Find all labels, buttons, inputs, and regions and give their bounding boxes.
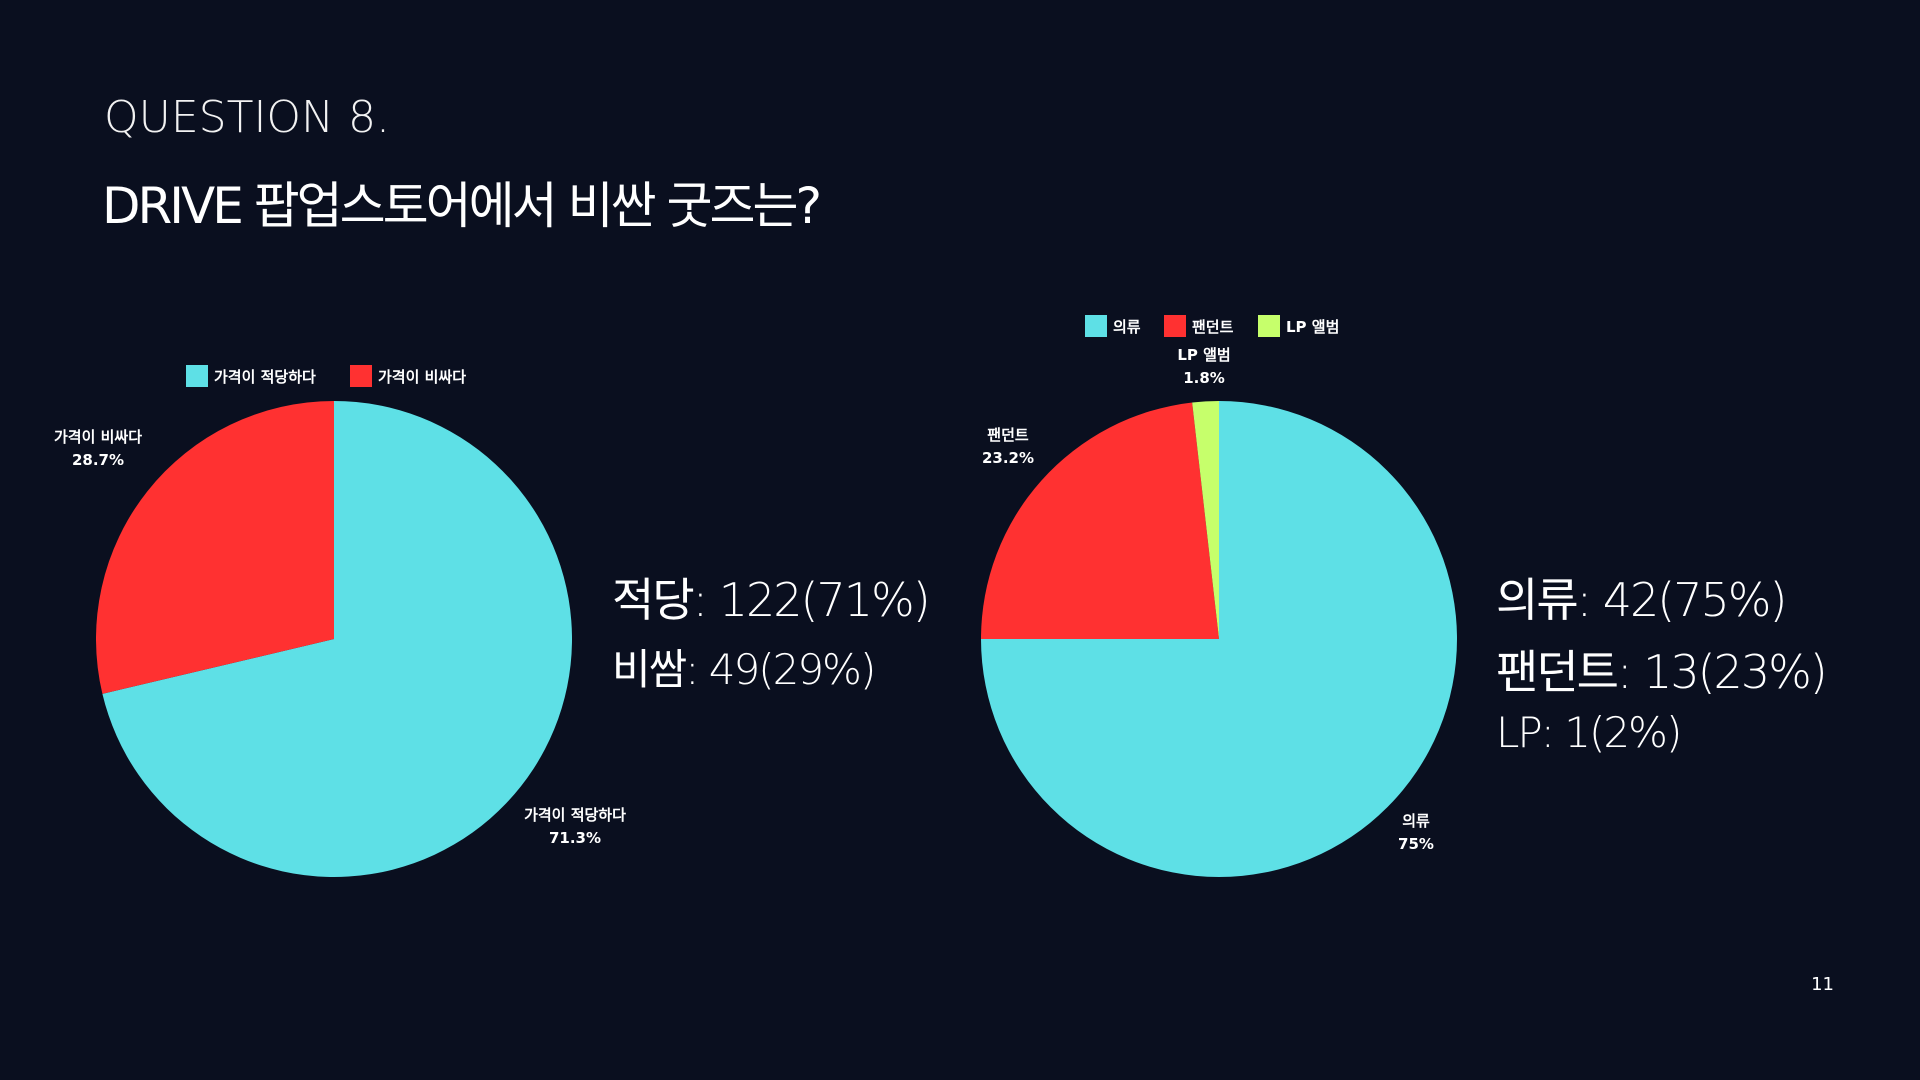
pie-1-slice-0 — [102, 401, 573, 877]
slide-title: DRIVE 팝업스토어에서 비싼 굿즈는? — [102, 177, 822, 235]
pie-2-legend-label-2: LP 앨범 — [1286, 318, 1339, 336]
pie-1-slice-value-1: 28.7% — [72, 451, 124, 469]
pie-2-slice-value-0: 75% — [1398, 835, 1434, 853]
pie-1-legend-label-0: 가격이 적당하다 — [214, 368, 316, 386]
pie-2-slice-label-1: 팬던트 — [987, 426, 1029, 444]
pie-2-slice-label-0: 의류 — [1402, 812, 1430, 830]
pie-1-slice-value-0: 71.3% — [549, 829, 601, 847]
summary-right-line-3: LP: 1(2%) — [1496, 708, 1682, 757]
pie-2-slice-value-1: 23.2% — [982, 449, 1034, 467]
pie-1-legend-swatch-0 — [186, 365, 208, 387]
pie-1-slice-label-1: 가격이 비싸다 — [54, 428, 142, 446]
pie-2-slice-label-2: LP 앨범 — [1177, 346, 1230, 364]
question-label: QUESTION 8. — [104, 92, 390, 143]
summary-right-line-1: 의류: 42(75%) — [1496, 573, 1787, 627]
summary-right-line-2: 팬던트: 13(23%) — [1496, 645, 1828, 699]
pie-2-legend-swatch-2 — [1258, 315, 1280, 337]
pie-1-legend-swatch-1 — [350, 365, 372, 387]
pie-2-slice-1 — [981, 402, 1219, 639]
page-number: 11 — [1811, 974, 1834, 995]
pie-2-legend-label-1: 팬던트 — [1192, 318, 1234, 336]
pie-2-legend-swatch-1 — [1164, 315, 1186, 337]
pie-2-legend-swatch-0 — [1085, 315, 1107, 337]
pie-1-slice-1 — [95, 401, 334, 694]
pie-1-slice-label-0: 가격이 적당하다 — [524, 806, 626, 824]
pie-2-slice-2 — [1192, 401, 1219, 639]
summary-left-line-1: 적당: 122(71%) — [612, 573, 931, 627]
summary-left-line-2: 비쌈: 49(29%) — [612, 645, 876, 694]
pie-2-legend-label-0: 의류 — [1113, 318, 1141, 336]
pie-2-slice-value-2: 1.8% — [1183, 369, 1225, 387]
pie-1-legend-label-1: 가격이 비싸다 — [378, 368, 466, 386]
